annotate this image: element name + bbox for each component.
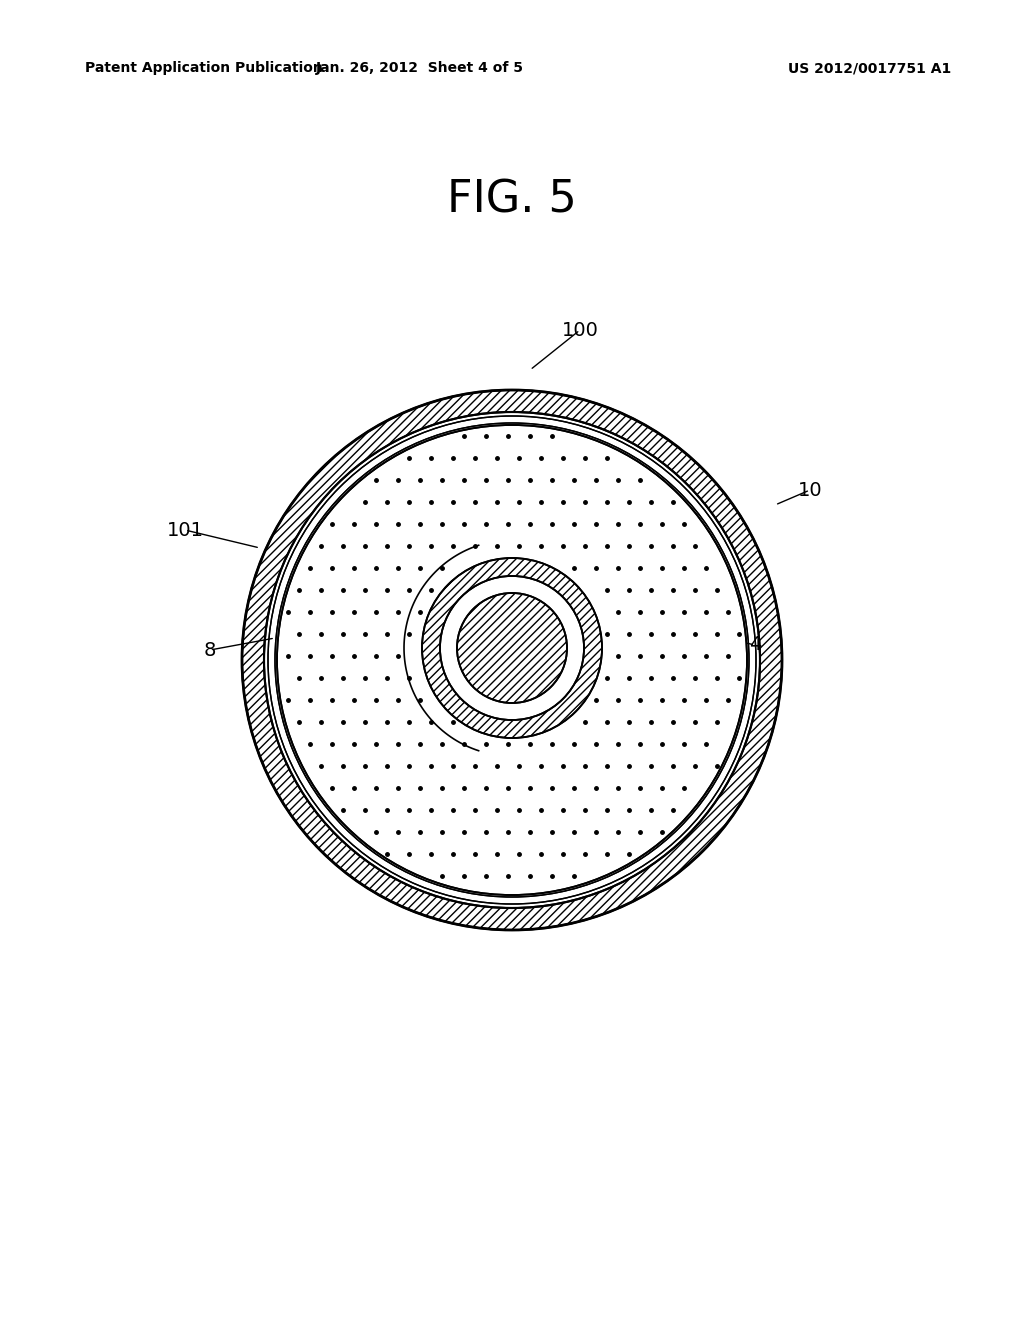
Text: 10: 10 <box>798 480 822 499</box>
Text: Jan. 26, 2012  Sheet 4 of 5: Jan. 26, 2012 Sheet 4 of 5 <box>316 61 524 75</box>
Circle shape <box>457 593 567 704</box>
Text: FIG. 5: FIG. 5 <box>447 178 577 222</box>
Text: 101: 101 <box>167 520 204 540</box>
Text: 8: 8 <box>204 640 216 660</box>
Circle shape <box>242 389 782 931</box>
Text: Patent Application Publication: Patent Application Publication <box>85 61 323 75</box>
Text: 4: 4 <box>749 635 761 655</box>
Text: US 2012/0017751 A1: US 2012/0017751 A1 <box>788 61 951 75</box>
Text: 102: 102 <box>374 776 411 795</box>
Text: 100: 100 <box>561 321 598 339</box>
Circle shape <box>278 425 746 895</box>
